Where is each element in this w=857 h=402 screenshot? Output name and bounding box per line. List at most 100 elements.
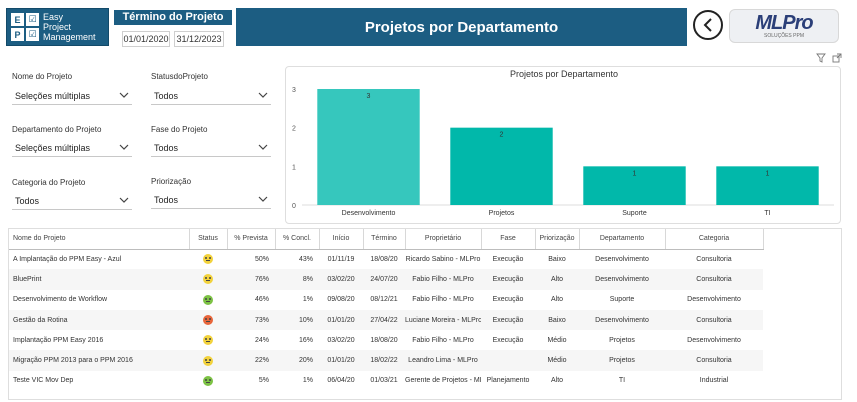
bar-projetos[interactable] bbox=[450, 127, 553, 205]
app-logo: E ☑ P ☑ Easy Project Management bbox=[6, 8, 109, 46]
date-start-input[interactable]: 01/01/2020 bbox=[122, 31, 170, 47]
status-cell bbox=[189, 350, 227, 371]
slicer-fase-projeto[interactable]: Todos bbox=[151, 140, 271, 157]
table-cell-inicio: 01/01/20 bbox=[319, 309, 363, 331]
chevron-down-icon bbox=[258, 196, 268, 202]
column-header[interactable]: Categoria bbox=[665, 229, 764, 250]
table-cell-categoria: Consultoria bbox=[665, 309, 763, 331]
slicer-label-categoria: Categoria do Projeto bbox=[12, 178, 86, 187]
column-header[interactable]: Nome do Projeto bbox=[9, 229, 190, 250]
column-header[interactable]: Proprietário bbox=[405, 229, 482, 250]
slicer-status-projeto[interactable]: Todos bbox=[151, 88, 271, 105]
table-cell-proprietario: Luciane Moreira - MLPro bbox=[405, 309, 481, 331]
table-cell-prevista: 24% bbox=[254, 336, 269, 344]
table-cell-nome: Desenvolvimento de Workflow bbox=[13, 296, 108, 304]
table-cell-concl: 43% bbox=[298, 255, 313, 263]
column-header[interactable]: Início bbox=[319, 229, 364, 250]
focus-mode-icon[interactable] bbox=[832, 53, 842, 63]
column-header[interactable]: Fase bbox=[481, 229, 536, 250]
status-face-icon bbox=[203, 335, 213, 346]
table-cell-prioridade: Médio bbox=[547, 336, 567, 344]
table-cell-inicio: 06/04/20 bbox=[327, 377, 355, 385]
status-face-icon bbox=[203, 375, 213, 386]
chevron-down-icon bbox=[258, 92, 268, 98]
table-row[interactable]: Gestão da Rotina 73% 10% 01/01/20 27/04/22 Lu… bbox=[9, 309, 763, 331]
table-cell-proprietario: Ricardo Sabino - MLPro bbox=[405, 255, 481, 263]
column-header[interactable]: Priorização bbox=[535, 229, 580, 250]
table-cell-departamento: Desenvolvimento bbox=[579, 309, 665, 331]
table-row[interactable]: BluePrint 76% 8% 03/02/20 24/07/20 Fabio Filh… bbox=[9, 269, 763, 290]
table-cell-concl: 1% bbox=[302, 296, 313, 304]
column-header[interactable]: % Prevista bbox=[227, 229, 276, 250]
slicer-categoria-projeto[interactable]: Todos bbox=[12, 193, 132, 210]
date-end-input[interactable]: 31/12/2023 bbox=[174, 31, 224, 47]
status-face-icon bbox=[203, 294, 213, 305]
column-header[interactable]: Status bbox=[189, 229, 228, 250]
table-row[interactable]: Migração PPM 2013 para o PPM 2016 22% 20% 0… bbox=[9, 350, 763, 371]
table-cell-departamento: Suporte bbox=[609, 296, 635, 304]
table-cell-concl: 1% bbox=[302, 377, 313, 385]
table-cell-categoria: Consultoria bbox=[696, 255, 732, 263]
table-cell-concl: 20% bbox=[275, 350, 319, 371]
status-cell bbox=[189, 269, 227, 290]
table-cell-nome: Gestão da Rotina bbox=[9, 309, 189, 331]
slicer-label-priorizacao: Priorização bbox=[151, 177, 192, 186]
table-cell-prioridade: Baixo bbox=[535, 309, 579, 331]
column-header[interactable]: Departamento bbox=[579, 229, 666, 250]
bar-desenvolvimento[interactable] bbox=[317, 89, 420, 205]
x-tick-label: Projetos bbox=[489, 210, 515, 217]
table-cell-inicio: 09/08/20 bbox=[327, 296, 355, 304]
table-cell-prevista: 5% bbox=[258, 377, 269, 385]
column-header[interactable]: Término bbox=[363, 229, 406, 250]
table-cell-departamento: TI bbox=[618, 377, 626, 385]
data-label: 1 bbox=[766, 170, 770, 177]
table-row[interactable]: A Implantação do PPM Easy - Azul 50% 43% 01… bbox=[9, 249, 763, 269]
table-row[interactable]: Teste VIC Mov Dep 5% 1% 06/04/20 01/03/21 Ger… bbox=[9, 371, 763, 391]
status-cell bbox=[189, 249, 227, 269]
table-header-row: Nome do Projeto Status % Prevista % Conc… bbox=[9, 229, 764, 250]
chevron-down-icon bbox=[119, 144, 129, 150]
y-tick-label: 2 bbox=[292, 126, 296, 133]
table-cell-termino: 18/08/20 bbox=[370, 255, 398, 263]
table-row[interactable]: Desenvolvimento de Workflow 46% 1% 09/08/20… bbox=[9, 290, 763, 310]
bar-ti[interactable] bbox=[716, 166, 819, 205]
table-cell-categoria: Industrial bbox=[699, 377, 729, 385]
table-cell-nome: Migração PPM 2013 para o PPM 2016 bbox=[9, 350, 189, 371]
status-face-icon bbox=[203, 254, 213, 265]
x-tick-label: Suporte bbox=[622, 210, 647, 217]
table-cell-prevista: 46% bbox=[254, 296, 269, 304]
table-cell-termino: 18/08/20 bbox=[370, 336, 398, 344]
table-cell-departamento: Projetos bbox=[609, 336, 635, 344]
table-cell-departamento: Desenvolvimento bbox=[595, 255, 649, 263]
slicer-priorizacao[interactable]: Todos bbox=[151, 192, 271, 209]
table-cell-prioridade: Médio bbox=[535, 350, 579, 371]
table-cell-termino: 01/03/21 bbox=[370, 377, 398, 385]
data-label: 2 bbox=[500, 132, 504, 139]
status-cell bbox=[189, 309, 227, 331]
y-tick-label: 1 bbox=[292, 164, 296, 171]
table-cell-departamento: Desenvolvimento bbox=[579, 269, 665, 290]
table-cell-termino: 18/02/22 bbox=[363, 350, 405, 371]
back-button[interactable] bbox=[693, 10, 723, 40]
table-cell-inicio: 03/02/20 bbox=[319, 269, 363, 290]
table-cell-concl: 10% bbox=[275, 309, 319, 331]
table-row[interactable]: Implantação PPM Easy 2016 24% 16% 03/02/20 1… bbox=[9, 330, 763, 350]
column-header[interactable]: % Concl. bbox=[275, 229, 320, 250]
slicer-departamento-projeto[interactable]: Seleções múltiplas bbox=[12, 140, 132, 157]
chevron-left-icon bbox=[703, 18, 712, 32]
table-cell-fase: Planejamento bbox=[486, 377, 530, 385]
table-cell-fase: Execução bbox=[481, 309, 535, 331]
table-cell-inicio: 03/02/20 bbox=[327, 336, 355, 344]
table-cell-prevista: 22% bbox=[227, 350, 275, 371]
filter-icon[interactable] bbox=[816, 53, 826, 63]
table-cell-proprietario: Leandro Lima - MLPro bbox=[405, 350, 481, 371]
table-cell-nome: A Implantação do PPM Easy - Azul bbox=[13, 255, 122, 263]
table-cell-proprietario: Fabio Filho - MLPro bbox=[412, 296, 474, 304]
slicer-label-departamento: Departamento do Projeto bbox=[12, 125, 102, 134]
table-cell-concl: 8% bbox=[275, 269, 319, 290]
status-face-icon bbox=[203, 355, 213, 366]
bar-suporte[interactable] bbox=[583, 166, 686, 205]
bar-chart[interactable]: Projetos por Departamento 0 1 2 3 3 Desenvolv… bbox=[286, 67, 842, 225]
slicer-nome-projeto[interactable]: Seleções múltiplas bbox=[12, 88, 132, 105]
table-cell-fase: Execução bbox=[492, 336, 524, 344]
